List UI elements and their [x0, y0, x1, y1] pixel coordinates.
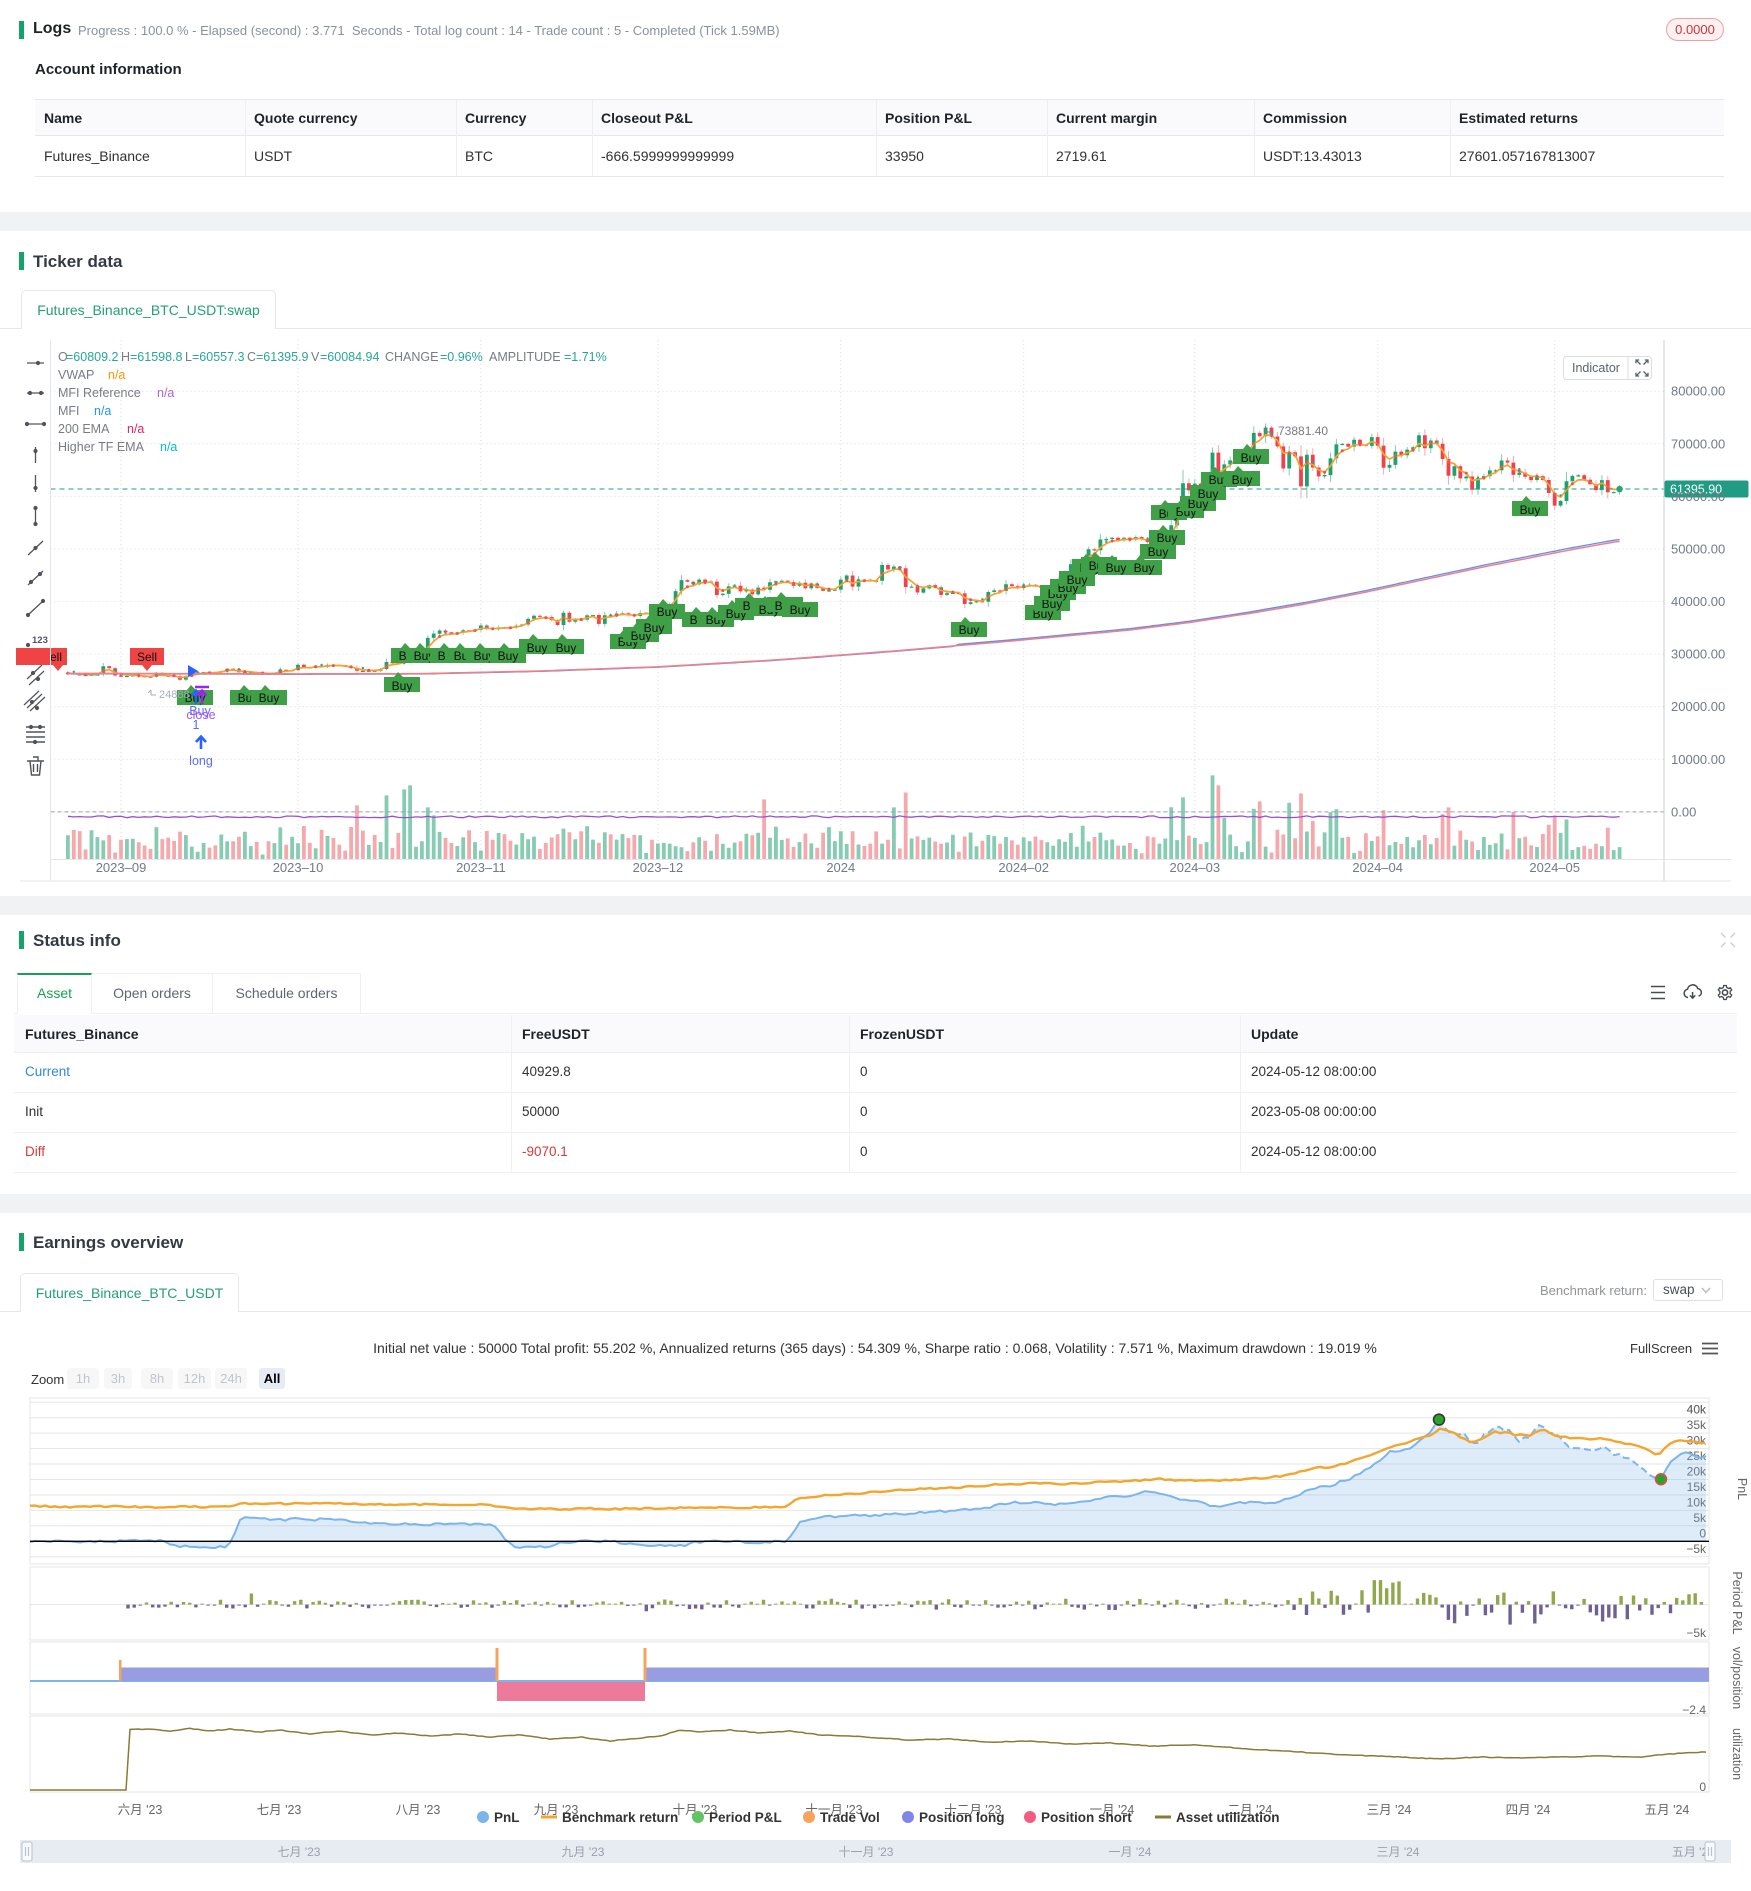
svg-text:Buy: Buy [657, 605, 678, 619]
svg-text:2023–11: 2023–11 [456, 860, 506, 875]
svg-text:Sell: Sell [137, 650, 157, 664]
svg-text:2023–10: 2023–10 [273, 860, 324, 875]
svg-text:24888: 24888 [159, 689, 190, 701]
svg-text:一月 '24: 一月 '24 [1090, 1803, 1135, 1817]
svg-text:六月 '23: 六月 '23 [118, 1803, 163, 1817]
svg-text:八月 '23: 八月 '23 [396, 1803, 441, 1817]
svg-text:Buy: Buy [1134, 561, 1155, 575]
svg-text:−5k: −5k [1686, 1542, 1707, 1556]
svg-text:2024–05: 2024–05 [1529, 860, 1580, 875]
svg-text:80000.00: 80000.00 [1671, 384, 1725, 399]
svg-text:九月 '23: 九月 '23 [534, 1803, 579, 1817]
svg-text:Trade Vol: Trade Vol [820, 1810, 880, 1825]
svg-text:Buy: Buy [1042, 597, 1063, 611]
svg-text:Buy: Buy [1198, 487, 1219, 501]
svg-text:Buy: Buy [1106, 561, 1127, 575]
svg-text:long: long [189, 754, 213, 768]
svg-text:Buy: Buy [1232, 473, 1253, 487]
svg-text:O=60809.2H=61598.8L=60557.3C=6: O=60809.2 H=61598.8 L=60557.3 C=61395.9 V=60… [58, 350, 607, 364]
svg-text:三月 '24: 三月 '24 [1377, 1845, 1420, 1859]
svg-text:Period P&L: Period P&L [1730, 1571, 1744, 1634]
svg-text:十一月 '23: 十一月 '23 [839, 1845, 894, 1859]
svg-text:30000.00: 30000.00 [1671, 647, 1725, 662]
svg-text:Buy: Buy [959, 623, 980, 637]
svg-text:Buy: Buy [1157, 531, 1178, 545]
svg-text:Asset utilization: Asset utilization [1176, 1810, 1280, 1825]
svg-text:二月 '24: 二月 '24 [1228, 1803, 1273, 1817]
svg-text:Buy: Buy [556, 641, 577, 655]
svg-text:10k: 10k [1687, 1495, 1707, 1509]
svg-text:123: 123 [32, 635, 48, 646]
svg-text:10000.00: 10000.00 [1671, 752, 1725, 767]
svg-text:close: close [186, 708, 215, 722]
svg-text:40k: 40k [1687, 1403, 1707, 1417]
svg-text:70000.00: 70000.00 [1671, 436, 1725, 451]
svg-text:三月 '24: 三月 '24 [1367, 1803, 1412, 1817]
svg-text:Position short: Position short [1041, 1810, 1132, 1825]
svg-text:73881.40: 73881.40 [1278, 424, 1328, 438]
svg-text:20k: 20k [1687, 1465, 1707, 1479]
svg-text:九月 '23: 九月 '23 [562, 1845, 605, 1859]
svg-text:0: 0 [1699, 1780, 1706, 1794]
svg-text:−5k: −5k [1686, 1626, 1707, 1640]
svg-text:0.00: 0.00 [1671, 804, 1696, 819]
svg-text:61395.90: 61395.90 [1670, 483, 1722, 497]
svg-text:Buy: Buy [1520, 503, 1541, 517]
svg-text:Indicator: Indicator [1572, 361, 1620, 375]
svg-text:Period P&L: Period P&L [709, 1810, 782, 1825]
svg-text:−2.4: −2.4 [1682, 1703, 1706, 1717]
svg-text:十二月 '23: 十二月 '23 [944, 1803, 1001, 1817]
svg-text:Buy: Buy [527, 641, 548, 655]
svg-text:1: 1 [193, 718, 200, 732]
svg-text:Buy: Buy [1188, 497, 1209, 511]
svg-text:Position long: Position long [919, 1810, 1005, 1825]
svg-text:Buy: Buy [1067, 573, 1088, 587]
svg-text:十一月 '23: 十一月 '23 [805, 1803, 862, 1817]
svg-text:一月 '24: 一月 '24 [1109, 1845, 1152, 1859]
svg-text:40000.00: 40000.00 [1671, 594, 1725, 609]
svg-text:五月 '2: 五月 '2 [1672, 1845, 1709, 1859]
svg-text:Buy: Buy [259, 691, 280, 705]
svg-text:ell: ell [50, 650, 62, 664]
svg-text:Benchmark return: Benchmark return [562, 1810, 678, 1825]
svg-text:vol/position: vol/position [1730, 1647, 1744, 1710]
svg-text:四月 '24: 四月 '24 [1506, 1803, 1551, 1817]
svg-text:十月 '23: 十月 '23 [673, 1803, 718, 1817]
svg-text:15k: 15k [1687, 1480, 1707, 1494]
svg-text:Buy: Buy [1148, 545, 1169, 559]
svg-text:2024–04: 2024–04 [1352, 860, 1403, 875]
svg-text:五月 '24: 五月 '24 [1645, 1803, 1690, 1817]
svg-text:5k: 5k [1693, 1511, 1707, 1525]
svg-text:0: 0 [1699, 1526, 1706, 1540]
svg-text:Buy: Buy [498, 649, 519, 663]
svg-text:PnL: PnL [1735, 1478, 1749, 1500]
svg-text:2024–03: 2024–03 [1169, 860, 1220, 875]
svg-text:utilization: utilization [1730, 1728, 1744, 1780]
svg-text:35k: 35k [1687, 1418, 1707, 1432]
svg-text:50000.00: 50000.00 [1671, 542, 1725, 557]
svg-text:Buy: Buy [189, 704, 211, 718]
svg-text:2023–12: 2023–12 [633, 860, 684, 875]
svg-text:2024–02: 2024–02 [998, 860, 1049, 875]
svg-text:Buy: Buy [1241, 451, 1262, 465]
svg-text:Buy: Buy [790, 603, 811, 617]
svg-text:七月 '23: 七月 '23 [257, 1803, 302, 1817]
svg-text:Buy: Buy [392, 679, 413, 693]
svg-text:Buy: Buy [644, 621, 665, 635]
svg-text:2024: 2024 [826, 860, 855, 875]
svg-text:Buy: Buy [474, 649, 495, 663]
svg-text:2023–09: 2023–09 [96, 860, 147, 875]
svg-text:40k: 40k [1687, 1403, 1707, 1417]
svg-text:七月 '23: 七月 '23 [278, 1845, 321, 1859]
svg-text:60000.00: 60000.00 [1671, 489, 1725, 504]
svg-text:Buy: Buy [414, 649, 435, 663]
svg-text:20000.00: 20000.00 [1671, 699, 1725, 714]
svg-text:PnL: PnL [494, 1810, 520, 1825]
